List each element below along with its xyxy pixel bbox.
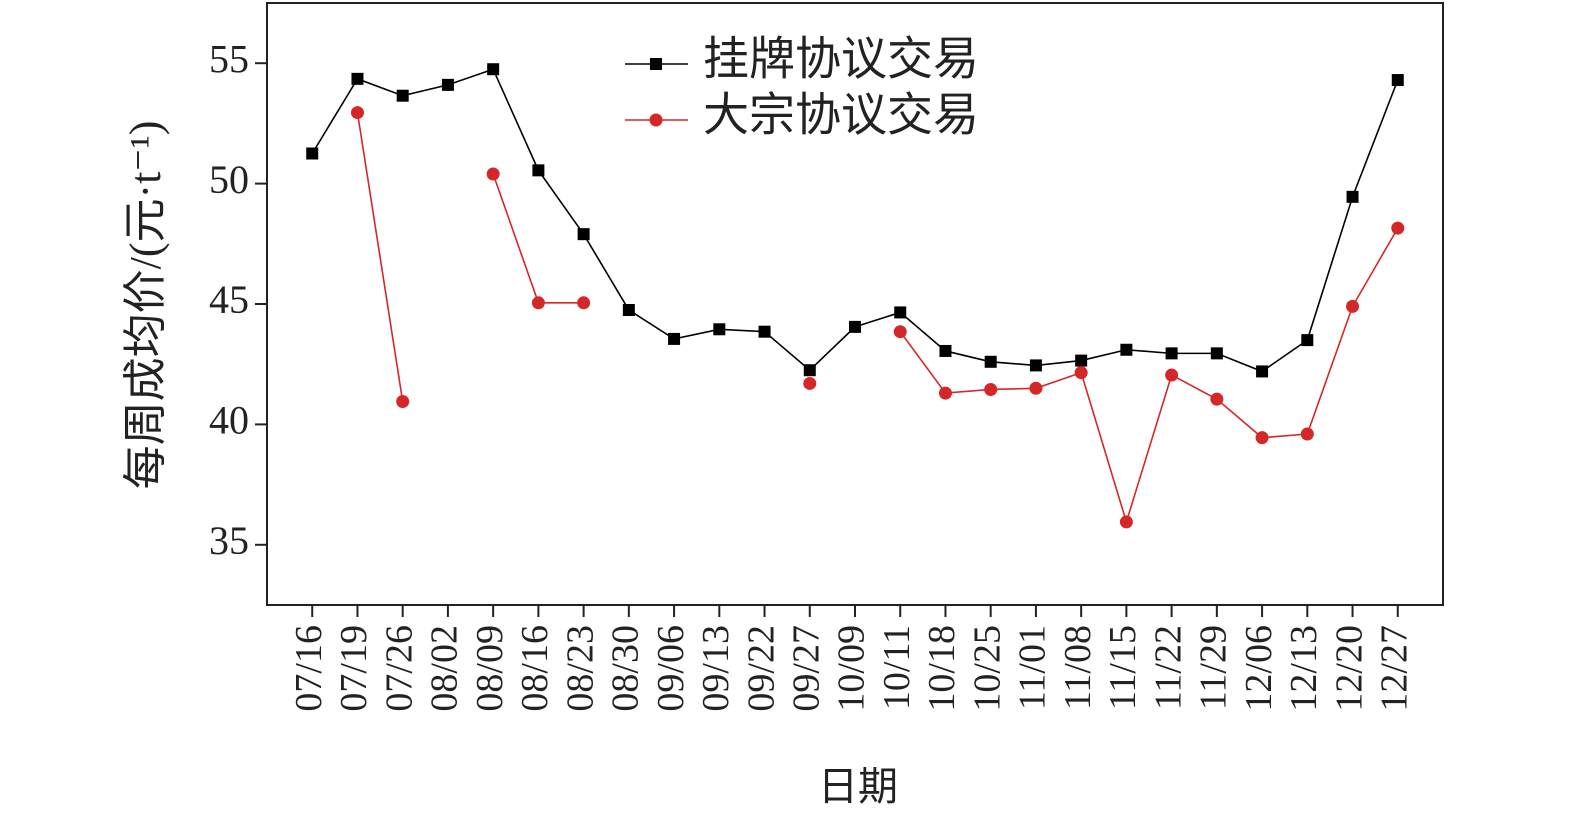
point — [984, 382, 998, 396]
point — [396, 89, 409, 102]
x-tick-label: 07/19 — [333, 625, 375, 712]
point — [350, 106, 364, 120]
x-tick-label: 12/06 — [1238, 625, 1280, 712]
x-tick-label: 09/13 — [695, 625, 737, 712]
x-tick-label: 08/23 — [559, 625, 601, 712]
point — [1391, 74, 1404, 87]
point — [1346, 190, 1359, 203]
legend-label: 大宗协议交易 — [703, 90, 979, 141]
x-tick-label: 10/18 — [921, 625, 963, 712]
point — [487, 63, 500, 76]
point — [1210, 347, 1223, 360]
x-tick-label: 09/06 — [650, 625, 692, 712]
series-line — [492, 173, 584, 304]
point — [1210, 392, 1224, 406]
point — [1029, 381, 1043, 395]
legend-label: 挂牌协议交易 — [703, 34, 979, 85]
point — [668, 332, 681, 345]
legend-marker — [650, 58, 662, 70]
x-tick-label: 08/09 — [469, 625, 511, 712]
x-tick-label: 10/11 — [876, 625, 918, 710]
legend-marker — [649, 113, 663, 127]
x-tick-label: 07/26 — [378, 625, 420, 712]
point — [396, 395, 410, 409]
point — [577, 296, 591, 310]
y-tick-label: 50 — [209, 157, 249, 202]
point — [984, 355, 997, 368]
x-tick-label: 08/16 — [514, 625, 556, 712]
series-line — [356, 112, 404, 402]
x-tick-label: 12/20 — [1328, 625, 1370, 712]
x-tick-label: 08/30 — [605, 625, 647, 712]
x-tick-label: 09/22 — [740, 625, 782, 712]
x-tick-label: 11/01 — [1012, 625, 1054, 710]
x-tick-label: 10/25 — [966, 625, 1008, 712]
x-tick-label: 11/15 — [1102, 625, 1144, 710]
point — [938, 386, 952, 400]
point — [803, 364, 816, 377]
point — [1391, 221, 1405, 235]
point — [532, 164, 545, 177]
point — [622, 304, 635, 317]
y-tick-label: 55 — [209, 36, 249, 81]
x-tick-label: 11/22 — [1147, 625, 1189, 710]
point — [893, 325, 907, 339]
y-tick-label: 35 — [209, 518, 249, 563]
point — [1300, 427, 1314, 441]
point — [486, 167, 500, 181]
x-tick-label: 10/09 — [831, 625, 873, 712]
point — [1165, 368, 1179, 382]
x-tick-label: 12/13 — [1283, 625, 1325, 712]
point — [939, 344, 952, 357]
point — [441, 78, 454, 91]
x-tick-label: 09/27 — [785, 625, 827, 712]
point — [1256, 365, 1269, 378]
x-axis-label: 日期 — [818, 764, 898, 809]
point — [1074, 366, 1088, 380]
point — [1029, 359, 1042, 372]
point — [577, 228, 590, 241]
x-tick-label: 12/27 — [1373, 625, 1415, 712]
x-tick-label: 07/16 — [288, 625, 330, 712]
point — [351, 72, 364, 85]
x-tick-label: 11/08 — [1057, 625, 1099, 710]
y-tick-label: 40 — [209, 398, 249, 443]
y-axis-label: 每周成均价/(元·t⁻¹) — [121, 121, 170, 490]
y-tick-label: 45 — [209, 277, 249, 322]
point — [758, 325, 771, 338]
x-tick-label: 11/29 — [1193, 625, 1235, 710]
point — [713, 323, 726, 336]
point — [894, 306, 907, 319]
point — [1255, 431, 1269, 445]
point — [306, 147, 319, 160]
point — [849, 320, 861, 333]
point — [803, 376, 817, 390]
point — [531, 296, 545, 310]
series-line — [899, 227, 1399, 525]
point — [1119, 515, 1133, 529]
x-tick-label: 08/02 — [424, 625, 466, 712]
point — [1301, 334, 1314, 347]
point — [1120, 343, 1133, 356]
point — [1346, 299, 1360, 313]
point — [1075, 354, 1088, 367]
point — [1165, 347, 1178, 360]
